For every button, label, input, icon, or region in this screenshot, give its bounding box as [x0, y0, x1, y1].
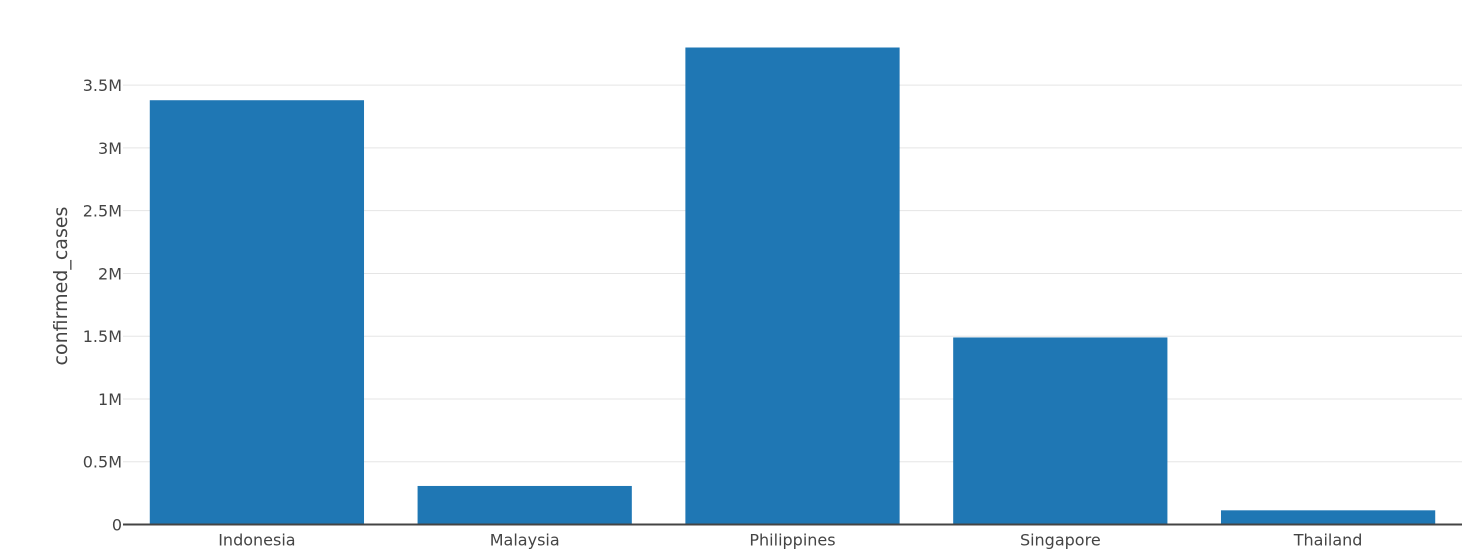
bar-singapore[interactable]: [953, 337, 1168, 525]
bar-philippines[interactable]: [685, 47, 900, 525]
y-tick-label: 0.5M: [83, 453, 122, 472]
x-tick-label: Philippines: [749, 531, 835, 549]
y-tick-label: 2M: [98, 264, 122, 283]
y-tick-labels: 0 0.5M 1M 1.5M 2M 2.5M 3M 3.5M: [83, 76, 122, 534]
x-tick-label: Thailand: [1293, 531, 1363, 549]
y-tick-label: 0: [112, 516, 122, 535]
bar-indonesia[interactable]: [149, 100, 365, 525]
bar-malaysia[interactable]: [417, 485, 632, 525]
y-tick-label: 1M: [98, 390, 122, 409]
y-tick-label: 2.5M: [83, 202, 122, 221]
bars: [149, 47, 1436, 525]
x-tick-labels: Indonesia Malaysia Philippines Singapore Tha…: [218, 531, 1362, 549]
y-tick-label: 3M: [98, 139, 122, 158]
y-tick-label: 1.5M: [83, 327, 122, 346]
x-tick-label: Malaysia: [490, 531, 560, 549]
x-tick-label: Singapore: [1020, 531, 1101, 549]
x-tick-label: Indonesia: [218, 531, 295, 549]
y-tick-label: 3.5M: [83, 76, 122, 95]
y-axis-title: confirmed_cases: [50, 207, 72, 366]
bar-thailand[interactable]: [1220, 510, 1436, 525]
